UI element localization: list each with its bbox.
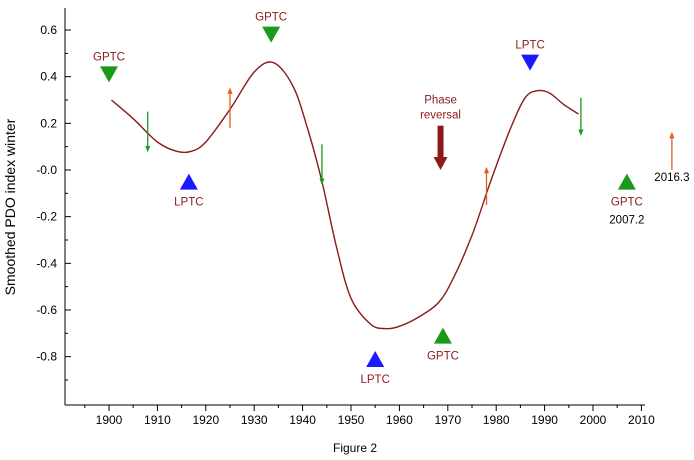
- lptc-label: LPTC: [174, 197, 203, 209]
- gptc-up-triangle: [617, 173, 636, 190]
- x-tick-label: 2010: [628, 413, 655, 427]
- y-tick-label: 0.2: [40, 116, 57, 130]
- gptc-up-triangle: [433, 327, 452, 344]
- x-ticks: 1900 1910 1920 1930 1940 1950 1960 1970 1980 1990…: [84, 405, 655, 427]
- x-tick-label: 2000: [580, 413, 607, 427]
- annotations: GPTC LPTC GPTC LPTC GPTC LPTC GPTC 2007.2: [93, 12, 644, 386]
- gptc-label: GPTC: [93, 51, 125, 63]
- phase-label-line1: Phase: [424, 95, 457, 107]
- gptc-label: GPTC: [427, 351, 459, 363]
- lptc-down-triangle: [521, 54, 540, 71]
- pdo-curve: [110, 61, 579, 330]
- year-label: 2007.2: [609, 215, 644, 227]
- y-tick-label: 0.4: [40, 70, 57, 84]
- x-tick-label: 1950: [338, 413, 365, 427]
- year-label: 2016.3: [654, 172, 689, 184]
- gptc-label: GPTC: [255, 12, 287, 24]
- phase-arrow-head: [433, 157, 448, 170]
- lptc-label: LPTC: [360, 374, 389, 386]
- axes: [64, 8, 645, 406]
- trend-arrows: 2016.3: [145, 87, 689, 205]
- y-tick-label: 0.6: [40, 23, 57, 37]
- x-tick-label: 1920: [192, 413, 219, 427]
- x-tick-label: 1910: [144, 413, 171, 427]
- y-tick-label: -0.0: [36, 163, 57, 177]
- x-tick-label: 1980: [483, 413, 510, 427]
- x-tick-label: 1960: [386, 413, 413, 427]
- phase-reversal: Phase reversal: [420, 95, 461, 170]
- y-tick-label: -0.2: [36, 210, 57, 224]
- x-tick-label: 1900: [96, 413, 123, 427]
- y-tick-label: -0.6: [36, 303, 57, 317]
- y-ticks: 0.6 0.4 0.2 -0.0 -0.2 -0.4 -0.6 -0.8: [36, 23, 71, 381]
- lptc-up-triangle: [179, 173, 198, 190]
- lptc-label: LPTC: [515, 40, 544, 52]
- phase-arrow-shaft: [437, 125, 444, 158]
- y-tick-label: -0.8: [36, 350, 57, 364]
- x-tick-label: 1940: [289, 413, 316, 427]
- y-axis-title: Smoothed PDO index winter: [2, 118, 18, 295]
- gptc-down-triangle: [100, 66, 118, 83]
- gptc-down-triangle: [262, 26, 281, 43]
- x-tick-label: 1970: [434, 413, 461, 427]
- figure-caption: Figure 2: [333, 441, 377, 455]
- phase-label-line2: reversal: [420, 110, 461, 122]
- y-tick-label: -0.4: [36, 256, 57, 270]
- x-tick-label: 1930: [241, 413, 268, 427]
- gptc-label: GPTC: [611, 197, 643, 209]
- lptc-up-triangle: [366, 350, 385, 367]
- x-tick-label: 1990: [531, 413, 558, 427]
